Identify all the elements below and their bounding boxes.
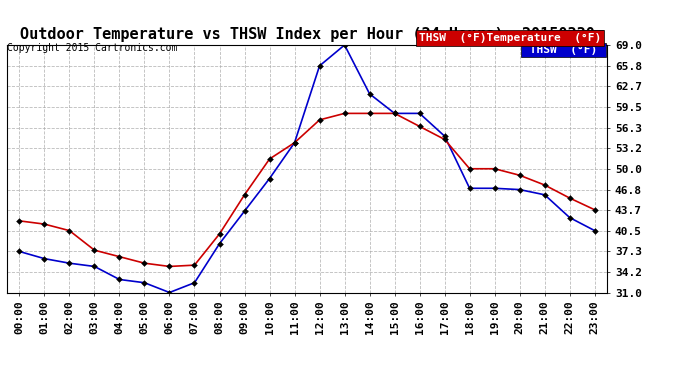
Text: THSW  (°F): THSW (°F) <box>533 33 600 43</box>
Title: Outdoor Temperature vs THSW Index per Hour (24 Hours)  20150330: Outdoor Temperature vs THSW Index per Ho… <box>19 27 595 42</box>
Text: Copyright 2015 Cartronics.com: Copyright 2015 Cartronics.com <box>7 43 177 53</box>
Text: THSW  (°F)Temperature  (°F): THSW (°F)Temperature (°F) <box>419 33 601 43</box>
Text: THSW  (°F): THSW (°F) <box>523 45 604 55</box>
